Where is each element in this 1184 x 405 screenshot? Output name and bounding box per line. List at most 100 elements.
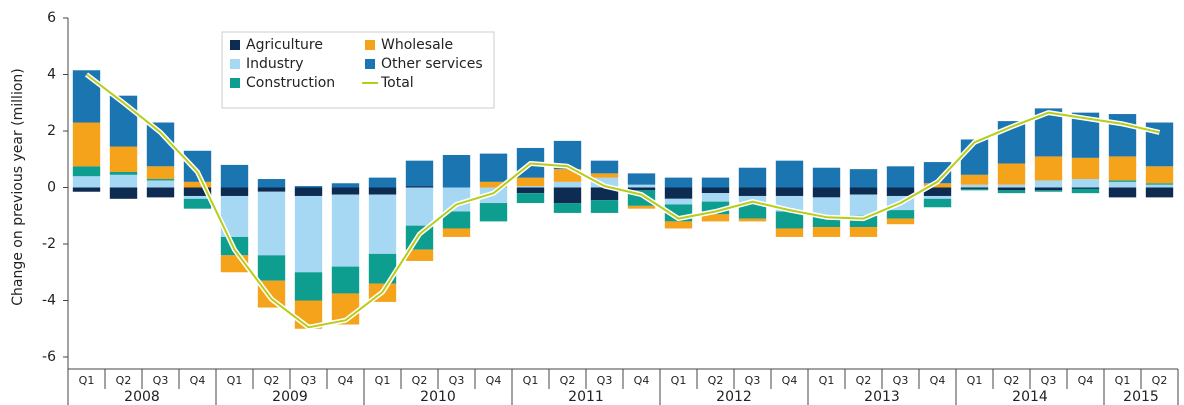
bar-segment: [405, 187, 434, 226]
x-tick-label: Q3: [893, 374, 909, 387]
x-group-label: 2011: [568, 389, 604, 405]
bar-segment: [331, 266, 360, 294]
legend-label: Wholesale: [381, 37, 453, 53]
bar-segment: [294, 186, 323, 188]
x-tick-label: Q2: [708, 374, 724, 387]
y-tick-label: 4: [47, 67, 56, 83]
bar-segment: [701, 214, 730, 222]
x-tick-label: Q3: [597, 374, 613, 387]
legend-swatch: [365, 40, 375, 50]
bar-segment: [516, 193, 545, 204]
bar-segment: [331, 194, 360, 267]
x-tick-label: Q4: [634, 374, 650, 387]
x-tick-label: Q1: [967, 374, 983, 387]
bar-segment: [368, 194, 397, 254]
bar-segment: [294, 272, 323, 301]
bar-segment: [368, 177, 397, 188]
x-tick-label: Q1: [375, 374, 391, 387]
bar-segment: [886, 218, 915, 225]
bar-segment: [849, 194, 878, 216]
bar-segment: [1108, 181, 1137, 188]
bar-segment: [109, 171, 138, 175]
bar-segment: [627, 184, 656, 188]
bar-segment: [442, 211, 471, 229]
x-tick-label: Q3: [301, 374, 317, 387]
x-tick-label: Q2: [412, 374, 428, 387]
bar-segment: [886, 166, 915, 188]
bar-segment: [368, 187, 397, 195]
x-tick-label: Q4: [486, 374, 502, 387]
bar-segment: [479, 203, 508, 222]
bar-segment: [701, 193, 730, 202]
x-group-label: 2015: [1123, 389, 1159, 405]
x-group-label: 2008: [124, 389, 160, 405]
bar-segment: [1034, 180, 1063, 188]
bar-segment: [183, 195, 212, 199]
bar-segment: [812, 227, 841, 237]
bar-segment: [405, 186, 434, 188]
bar-segment: [627, 173, 656, 185]
legend-swatch: [365, 59, 375, 69]
x-tick-label: Q2: [1152, 374, 1168, 387]
bar-segment: [405, 249, 434, 261]
bar-segment: [516, 186, 545, 188]
bar-segment: [516, 177, 545, 187]
bar-segment: [479, 153, 508, 182]
bar-segment: [960, 184, 989, 188]
legend-box: [221, 31, 495, 109]
bar-segment: [72, 122, 101, 167]
x-tick-label: Q2: [116, 374, 132, 387]
bar-segment: [701, 187, 730, 194]
bar-segment: [849, 187, 878, 195]
bar-segment: [294, 195, 323, 273]
bar-segment: [664, 187, 693, 199]
bar-segment: [72, 176, 101, 188]
x-tick-label: Q4: [1078, 374, 1094, 387]
bar-segment: [183, 181, 212, 188]
bar-segment: [701, 177, 730, 188]
legend-swatch: [230, 40, 240, 50]
bar-segment: [1145, 184, 1174, 188]
bar-segment: [479, 181, 508, 188]
y-tick-label: -6: [42, 349, 56, 365]
bar-segment: [1145, 183, 1174, 185]
bar-segment: [590, 200, 619, 213]
bar-segment: [775, 228, 804, 237]
bar-segment: [1034, 156, 1063, 181]
bar-segment: [109, 187, 138, 199]
bar-segment: [183, 187, 212, 196]
bar-segment: [146, 180, 175, 188]
bar-segment: [664, 198, 693, 205]
x-tick-label: Q3: [153, 374, 169, 387]
bar-segment: [849, 227, 878, 237]
legend-label: Industry: [246, 56, 304, 72]
x-tick-label: Q2: [856, 374, 872, 387]
total-line: [85, 73, 1160, 329]
bar-segment: [331, 187, 360, 195]
bar-segment: [886, 187, 915, 196]
bar-segment: [146, 166, 175, 180]
bar-segment: [72, 166, 101, 177]
bar-segment: [183, 198, 212, 209]
x-tick-label: Q2: [560, 374, 576, 387]
bar-segment: [590, 173, 619, 178]
bar-segment: [590, 177, 619, 188]
legend-label: Other services: [381, 56, 483, 72]
x-tick-label: Q3: [1041, 374, 1057, 387]
y-tick-label: -2: [42, 236, 56, 252]
bar-segment: [590, 160, 619, 174]
bar-segment: [627, 205, 656, 209]
x-tick-label: Q4: [782, 374, 798, 387]
legend-swatch: [230, 59, 240, 69]
x-tick-label: Q1: [227, 374, 243, 387]
bar-segment: [960, 188, 989, 191]
x-group-label: 2009: [272, 389, 308, 405]
bar-segment: [960, 187, 989, 189]
bar-segment: [738, 218, 767, 222]
bar-segment: [997, 163, 1026, 185]
bar-segment: [738, 187, 767, 196]
bar-segment: [442, 228, 471, 237]
bar-segment: [1034, 190, 1063, 192]
bar-segment: [220, 164, 249, 188]
